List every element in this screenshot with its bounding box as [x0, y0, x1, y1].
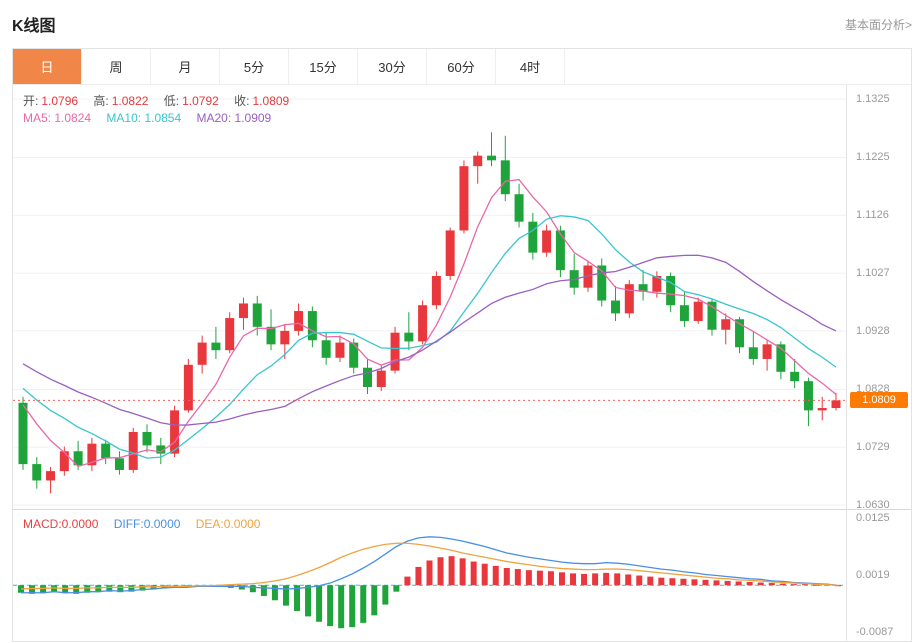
open-label: 开:	[23, 94, 39, 108]
tabs-filler	[565, 49, 911, 84]
tab-15min[interactable]: 15分	[289, 49, 358, 84]
macd-label: MACD:	[23, 517, 62, 531]
macd-readout: MACD:0.0000 DIFF:0.0000 DEA:0.0000	[23, 517, 272, 531]
tab-monthly[interactable]: 月	[151, 49, 220, 84]
price-axis-label: 1.1126	[856, 209, 889, 221]
high-value: 1.0822	[111, 94, 149, 108]
dea-value: 0.0000	[223, 517, 261, 531]
ma20-value: 1.0909	[234, 111, 272, 125]
ma5-label: MA5:	[23, 111, 52, 125]
price-axis-label: 1.0729	[856, 441, 890, 453]
macd-axis-label: 0.0019	[856, 569, 890, 581]
candlestick-chart[interactable]	[13, 85, 846, 509]
tab-4hour[interactable]: 4时	[496, 49, 565, 84]
ma20-label: MA20:	[196, 111, 232, 125]
price-axis-label: 1.1325	[856, 93, 890, 105]
price-axis: 1.1325 1.1225 1.1126 1.1027 1.0928 1.082…	[846, 85, 911, 641]
tab-30min[interactable]: 30分	[358, 49, 427, 84]
dea-label: DEA:	[195, 517, 224, 531]
topbar: K线图 基本面分析>	[0, 0, 924, 48]
diff-value: 0.0000	[143, 517, 181, 531]
page-title: K线图	[12, 18, 56, 35]
tab-60min[interactable]: 60分	[427, 49, 496, 84]
low-value: 1.0792	[182, 94, 219, 108]
ma10-label: MA10:	[106, 111, 142, 125]
kline-widget: 日 周 月 5分 15分 30分 60分 4时 开: 1.0796 高: 1.082…	[12, 48, 912, 642]
ma5-value: 1.0824	[54, 111, 92, 125]
macd-chart[interactable]	[13, 510, 846, 641]
close-label: 收:	[234, 94, 250, 108]
panel-divider	[13, 509, 911, 510]
low-label: 低:	[163, 94, 180, 108]
price-axis-label: 1.0630	[856, 499, 890, 511]
chart-body: 开: 1.0796 高: 1.0822 低: 1.0792 收: 1.0809 MA5:…	[13, 85, 911, 641]
diff-label: DIFF:	[113, 517, 144, 531]
tab-daily[interactable]: 日	[13, 49, 82, 84]
price-axis-label: 1.1027	[856, 267, 890, 279]
tab-weekly[interactable]: 周	[82, 49, 151, 84]
tab-5min[interactable]: 5分	[220, 49, 289, 84]
period-tabs: 日 周 月 5分 15分 30分 60分 4时	[13, 49, 911, 85]
price-axis-label: 1.0828	[856, 383, 890, 395]
ma10-value: 1.0854	[144, 111, 182, 125]
price-axis-label: 1.1225	[856, 151, 890, 163]
macd-axis-label: 0.0125	[856, 512, 890, 524]
macd-value: 0.0000	[61, 517, 99, 531]
current-price-tag: 1.0809	[850, 392, 908, 409]
open-value: 1.0796	[41, 94, 79, 108]
ma-readout: MA5: 1.0824 MA10: 1.0854 MA20: 1.0909	[23, 111, 283, 125]
price-axis-label: 1.0928	[856, 325, 890, 337]
ohlc-readout: 开: 1.0796 高: 1.0822 低: 1.0792 收: 1.0809	[23, 92, 301, 109]
high-label: 高:	[93, 94, 109, 108]
close-value: 1.0809	[252, 94, 290, 108]
fundamental-analysis-link[interactable]: 基本面分析>	[844, 17, 912, 32]
macd-axis-label: -0.0087	[856, 626, 894, 638]
